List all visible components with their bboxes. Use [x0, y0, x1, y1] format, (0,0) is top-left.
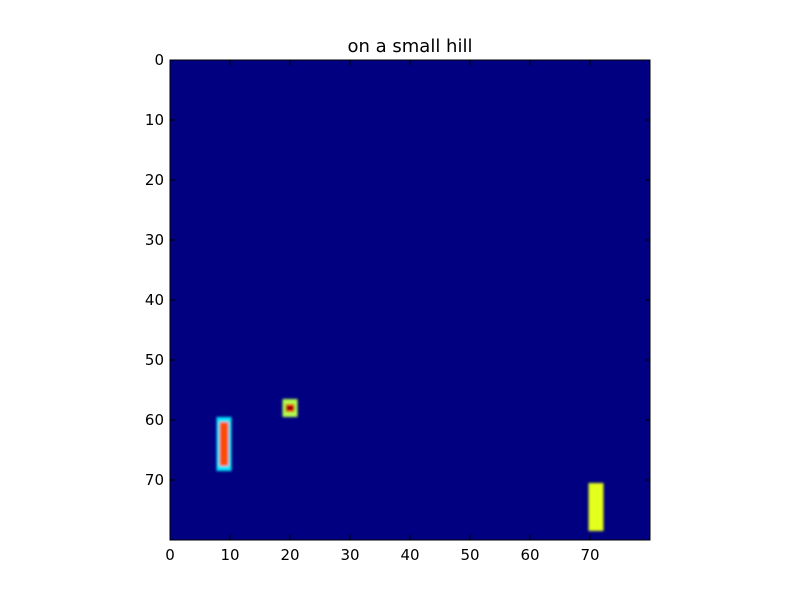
x-tick-label: 50: [460, 546, 479, 564]
x-axis: 0 10 20 30 40 50 60 70: [165, 60, 600, 564]
heatmap-blob: [216, 417, 232, 471]
plot-area: [169, 59, 651, 541]
y-tick-label: 30: [145, 231, 164, 249]
y-tick-label: 70: [145, 471, 164, 489]
y-axis: 0 10 20 30 40 50 60 70: [145, 51, 650, 489]
x-tick-label: 30: [340, 546, 359, 564]
x-tick-label: 10: [220, 546, 239, 564]
y-tick-label: 60: [145, 411, 164, 429]
y-tick-label: 20: [145, 171, 164, 189]
heatmap-blob-core: [591, 488, 601, 526]
y-tick-label: 50: [145, 351, 164, 369]
heatmap-blob: [588, 483, 604, 531]
y-tick-label: 40: [145, 291, 164, 309]
heatmap-background: [170, 60, 650, 540]
heatmap-blob-core: [219, 422, 229, 466]
y-tick-label: 0: [154, 51, 164, 69]
y-tick-label: 10: [145, 111, 164, 129]
x-tick-label: 60: [520, 546, 539, 564]
x-tick-label: 0: [165, 546, 175, 564]
x-tick-label: 70: [580, 546, 599, 564]
chart-title: on a small hill: [348, 36, 473, 57]
heatmap-blob: [282, 399, 298, 417]
x-tick-label: 40: [400, 546, 419, 564]
heatmap-blob-peak: [285, 406, 295, 410]
x-tick-label: 20: [280, 546, 299, 564]
